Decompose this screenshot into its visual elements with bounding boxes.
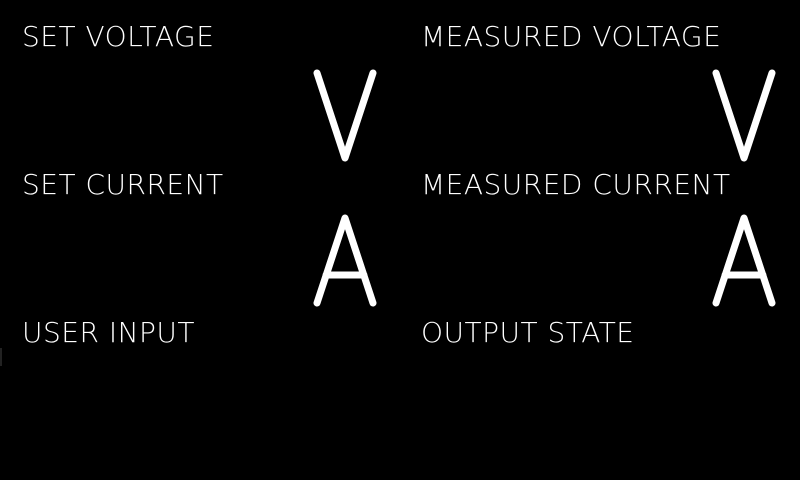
measured-current-label: MEASURED CURRENT [421,168,731,201]
set-voltage-unit-icon [312,68,378,164]
output-state-label: OUTPUT STATE [421,316,635,349]
set-current-unit-icon [312,212,378,308]
edge-artifact [0,348,2,366]
measured-voltage-label: MEASURED VOLTAGE [421,20,722,53]
set-voltage-label: SET VOLTAGE [22,20,215,53]
user-input-label: USER INPUT [22,316,195,349]
set-current-label: SET CURRENT [22,168,224,201]
measured-voltage-unit-icon [711,68,777,164]
measured-current-unit-icon [711,212,777,308]
